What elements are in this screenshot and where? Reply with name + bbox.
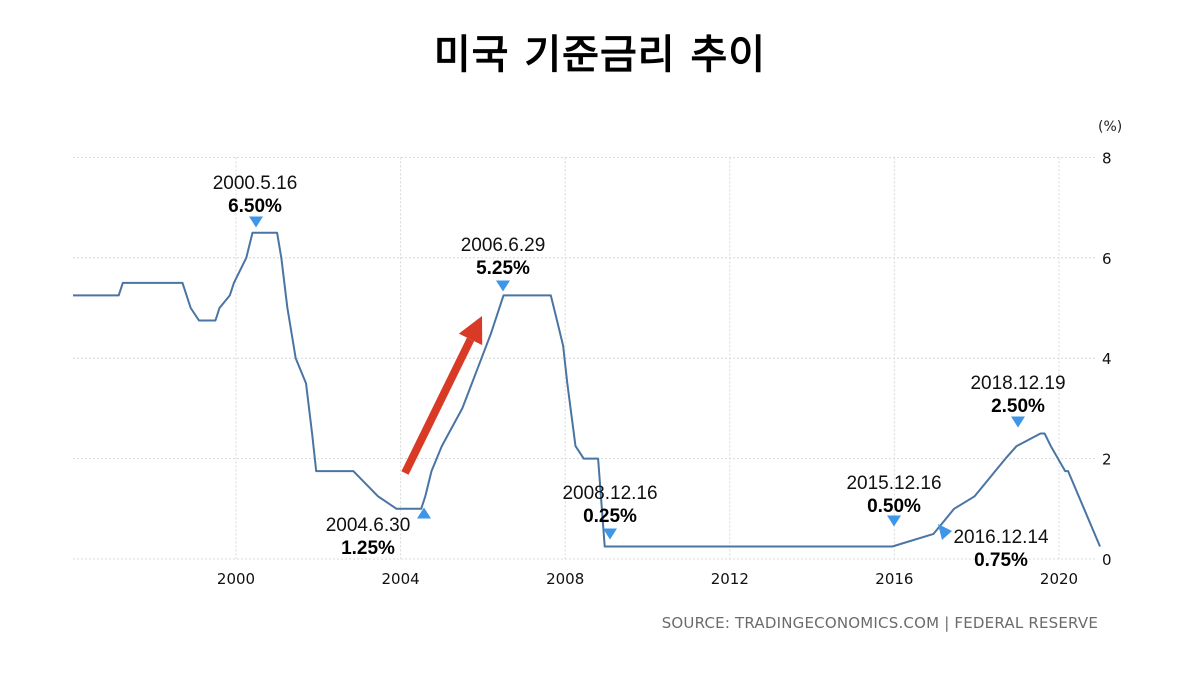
x-tick-label: 2016 (875, 570, 913, 588)
triangle-down-marker-icon (249, 216, 263, 228)
annotations: 2000.5.166.50% 2004.6.301.25% 2006.6.295.2… (213, 173, 1066, 571)
annotation-date: 2008.12.16 (562, 483, 657, 504)
annotation-2006.6.29: 2006.6.295.25% (461, 235, 546, 292)
x-tick-label: 2020 (1040, 570, 1078, 588)
triangle-up-marker-icon (417, 507, 431, 519)
y-axis: 0 2 4 6 8 (1102, 149, 1112, 569)
annotation-2018.12.19: 2018.12.192.50% (970, 373, 1066, 428)
annotation-value: 1.25% (341, 538, 395, 559)
annotation-2008.12.16: 2008.12.160.25% (562, 483, 658, 540)
annotation-2015.12.16: 2015.12.160.50% (846, 473, 942, 527)
triangle-down-marker-icon (887, 515, 901, 527)
x-axis: 2000 2004 2008 2012 2016 2020 (217, 570, 1078, 588)
annotation-2004.6.30: 2004.6.301.25% (326, 507, 431, 559)
triangle-down-marker-icon (603, 528, 617, 540)
annotation-date: 2004.6.30 (326, 515, 411, 536)
x-tick-label: 2000 (217, 570, 255, 588)
y-tick-label: 8 (1102, 149, 1112, 167)
annotation-value: 5.25% (476, 258, 530, 279)
rising-trend-arrow (401, 316, 483, 475)
triangle-down-marker-icon (496, 280, 510, 292)
annotation-value: 2.50% (991, 396, 1045, 417)
y-tick-label: 2 (1102, 451, 1112, 469)
source-note: SOURCE: TRADINGECONOMICS.COM | FEDERAL R… (661, 614, 1098, 632)
triangle-down-marker-icon (1011, 416, 1025, 428)
x-tick-label: 2004 (382, 570, 420, 588)
annotation-2016.12.14: 2016.12.140.75% (938, 524, 1049, 571)
y-tick-label: 4 (1102, 350, 1112, 368)
annotation-value: 0.50% (867, 496, 921, 517)
annotation-date: 2018.12.19 (970, 373, 1065, 394)
annotation-value: 0.25% (583, 506, 637, 527)
x-tick-label: 2012 (711, 570, 749, 588)
annotation-2000.5.16: 2000.5.166.50% (213, 173, 298, 228)
y-axis-unit: (%) (1098, 119, 1122, 135)
chart-title: 미국 기준금리 추이 (433, 32, 767, 78)
rate-line (73, 231, 1101, 548)
annotation-value: 6.50% (228, 196, 282, 217)
y-tick-label: 0 (1102, 551, 1112, 569)
annotation-value: 0.75% (974, 550, 1028, 571)
y-tick-label: 6 (1102, 250, 1112, 268)
annotation-date: 2016.12.14 (953, 527, 1049, 548)
annotation-date: 2015.12.16 (846, 473, 941, 494)
annotation-date: 2000.5.16 (213, 173, 298, 194)
annotation-date: 2006.6.29 (461, 235, 546, 256)
triangle-down-marker-icon (938, 524, 952, 540)
x-tick-label: 2008 (546, 570, 584, 588)
